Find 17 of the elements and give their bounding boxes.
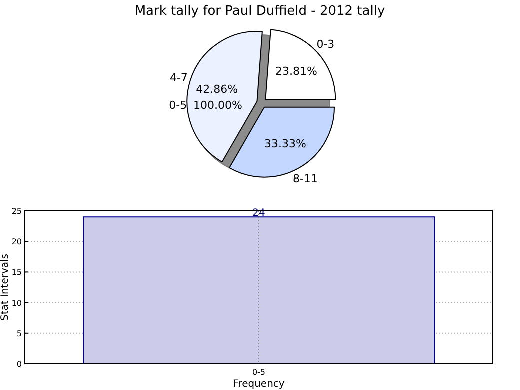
y-axis-title: Stat Intervals	[0, 254, 11, 322]
data-label: 33.33%	[264, 138, 306, 151]
y-tick-label: 20	[12, 238, 22, 247]
x-axis-title: Frequency	[233, 379, 285, 390]
y-tick-label: 0	[16, 360, 22, 369]
slice-label: 8-11	[292, 172, 318, 186]
data-label: 100.00%	[194, 99, 242, 112]
slice-label: 0-5	[169, 99, 188, 112]
y-tick-label: 15	[12, 268, 22, 278]
data-label: 42.86%	[196, 83, 238, 96]
slice-label: 4-7	[170, 71, 188, 84]
y-tick-label: 5	[16, 329, 22, 338]
y-tick-label: 25	[12, 207, 22, 216]
chart-title: Mark tally for Paul Duffield - 2012 tally	[134, 4, 386, 19]
slice-label: 0-3	[316, 38, 335, 51]
data-label: 23.81%	[275, 65, 318, 78]
y-tick-label: 10	[12, 298, 22, 308]
